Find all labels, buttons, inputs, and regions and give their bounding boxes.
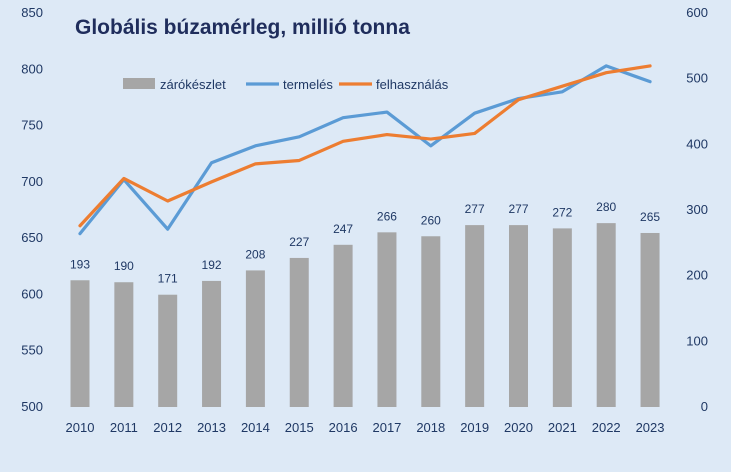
bar-label-2017: 266 — [377, 209, 397, 223]
x-tick-2021: 2021 — [548, 420, 577, 435]
line-series — [78, 64, 652, 236]
y-right-tick-300: 300 — [686, 202, 708, 217]
y-right-tick-400: 400 — [686, 136, 708, 151]
x-tick-2023: 2023 — [636, 420, 665, 435]
bar-2011 — [114, 282, 134, 407]
y-right-tick-500: 500 — [686, 71, 708, 86]
bar-label-2018: 260 — [421, 213, 441, 227]
bar-2016 — [333, 244, 353, 407]
y-axis-right: 0 100 200 300 400 500 600 — [686, 5, 708, 414]
x-tick-2013: 2013 — [197, 420, 226, 435]
y-left-tick-550: 550 — [21, 343, 43, 358]
x-tick-2014: 2014 — [241, 420, 270, 435]
bar-label-2014: 208 — [245, 247, 265, 261]
bar-2023 — [640, 232, 660, 407]
x-tick-2012: 2012 — [153, 420, 182, 435]
bar-label-2013: 192 — [202, 258, 222, 272]
y-left-tick-850: 850 — [21, 5, 43, 20]
bar-2013 — [202, 280, 222, 407]
y-left-tick-600: 600 — [21, 286, 43, 301]
y-right-tick-200: 200 — [686, 268, 708, 283]
x-tick-2017: 2017 — [372, 420, 401, 435]
x-axis: 2010 2011 2012 2013 2014 2015 2016 2017 2018 2019… — [66, 420, 665, 435]
bar-2021 — [552, 228, 572, 407]
bar-label-2022: 280 — [596, 200, 616, 214]
bar-2014 — [245, 270, 265, 407]
x-tick-2010: 2010 — [66, 420, 95, 435]
x-tick-2016: 2016 — [329, 420, 358, 435]
legend-label-zárókészlet: zárókészlet — [160, 77, 226, 92]
bar-label-2015: 227 — [289, 235, 309, 249]
x-tick-2018: 2018 — [416, 420, 445, 435]
legend-swatch-zárókészlet — [123, 78, 155, 89]
line-termelés — [78, 64, 652, 236]
y-left-tick-800: 800 — [21, 61, 43, 76]
y-left-tick-500: 500 — [21, 399, 43, 414]
bar-label-2012: 171 — [158, 272, 178, 286]
bar-2017 — [377, 232, 397, 407]
x-tick-2022: 2022 — [592, 420, 621, 435]
bar-2015 — [289, 257, 309, 407]
legend-label-felhasználás: felhasználás — [376, 77, 449, 92]
bar-2019 — [465, 225, 485, 407]
y-axis-left: 500 550 600 650 700 750 800 850 — [21, 5, 43, 414]
bar-2012 — [158, 294, 178, 407]
y-left-tick-650: 650 — [21, 230, 43, 245]
y-left-tick-700: 700 — [21, 174, 43, 189]
bar-2010 — [70, 280, 90, 407]
bar-2022 — [596, 223, 616, 407]
y-right-tick-600: 600 — [686, 5, 708, 20]
bar-2018 — [421, 236, 441, 407]
legend-label-termelés: termelés — [283, 77, 333, 92]
y-right-tick-0: 0 — [701, 399, 708, 414]
y-left-tick-750: 750 — [21, 118, 43, 133]
bar-series — [70, 223, 660, 407]
bar-label-2010: 193 — [70, 257, 90, 271]
bar-label-2021: 272 — [552, 205, 572, 219]
legend: zárókészlet termelés felhasználás — [123, 77, 449, 92]
bar-data-labels: 193 190 171 192 208 227 247 266 260 277 277 272 280 2… — [70, 200, 660, 286]
x-tick-2020: 2020 — [504, 420, 533, 435]
bar-label-2019: 277 — [465, 202, 485, 216]
bar-label-2016: 247 — [333, 222, 353, 236]
y-right-tick-100: 100 — [686, 333, 708, 348]
x-tick-2011: 2011 — [110, 420, 138, 435]
bar-label-2011: 190 — [114, 259, 134, 273]
x-tick-2019: 2019 — [460, 420, 489, 435]
bar-label-2023: 265 — [640, 210, 660, 224]
bar-2020 — [509, 225, 528, 407]
x-tick-2015: 2015 — [285, 420, 314, 435]
chart-title: Globális búzamérleg, millió tonna — [75, 16, 410, 39]
bar-label-2020: 277 — [508, 202, 528, 216]
line-felhasználás — [78, 64, 652, 228]
